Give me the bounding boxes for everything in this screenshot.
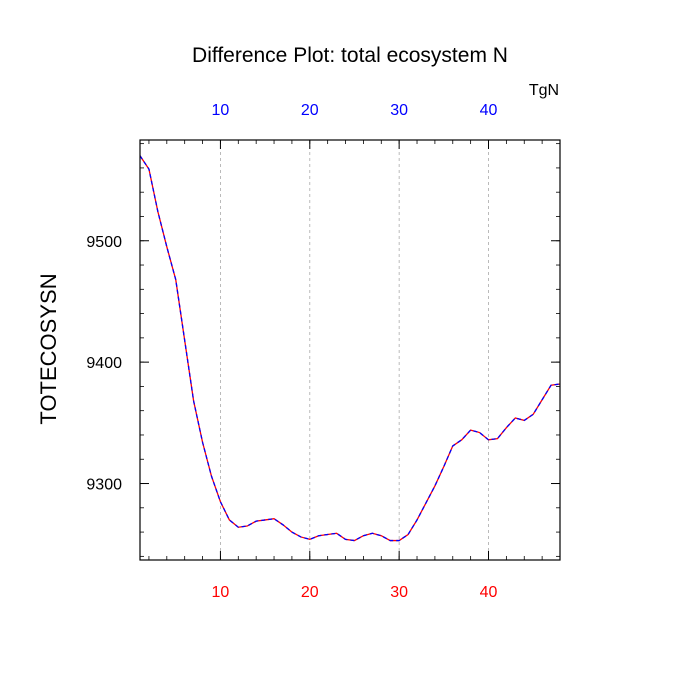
axis-ticks <box>140 140 561 560</box>
x-tick-label-top: 30 <box>390 102 408 119</box>
plot-frame <box>139 139 561 561</box>
tick-labels: 10 10 20 20 30 30 40 40 9300 9400 9500 <box>86 102 497 601</box>
y-tick-label: 9500 <box>86 234 122 251</box>
x-tick-label-bottom: 40 <box>480 584 498 601</box>
x-tick-label-top: 20 <box>301 102 319 119</box>
chart-title: Difference Plot: total ecosystem N <box>192 44 508 67</box>
series-line-b <box>139 155 561 542</box>
y-tick-label: 9300 <box>86 477 122 494</box>
x-tick-label-bottom: 20 <box>301 584 319 601</box>
x-tick-label-top: 10 <box>212 102 230 119</box>
series-line-a <box>139 155 561 542</box>
x-tick-label-bottom: 30 <box>390 584 408 601</box>
x-tick-label-bottom: 10 <box>212 584 230 601</box>
x-tick-label-top: 40 <box>480 102 498 119</box>
units-label: TgN <box>529 82 559 99</box>
y-axis-label: TOTECOSYSN <box>36 273 61 424</box>
y-tick-label: 9400 <box>86 355 122 372</box>
series-layer <box>139 155 561 542</box>
x-gridlines <box>220 140 489 560</box>
